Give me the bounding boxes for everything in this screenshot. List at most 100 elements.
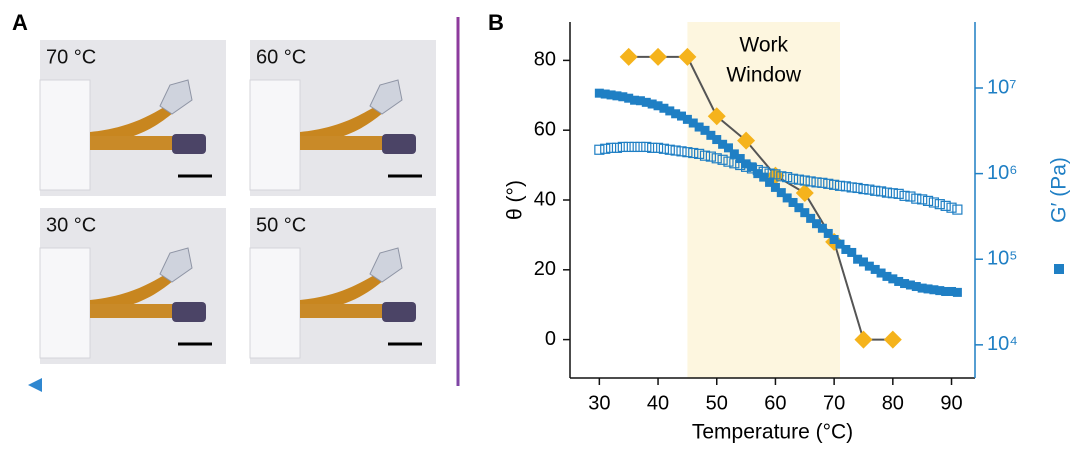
foil: [159, 79, 193, 115]
filled-square-marker: [823, 228, 833, 238]
film-strip: [90, 273, 174, 314]
filled-square-marker: [747, 162, 757, 172]
open-square-marker: [905, 191, 916, 202]
filled-square-marker: [853, 254, 863, 264]
open-square-marker: [735, 159, 746, 171]
filled-square-marker: [900, 279, 910, 289]
filled-square-marker: [806, 213, 816, 223]
open-square-marker: [729, 158, 740, 169]
open-square-marker: [717, 154, 728, 165]
chart: B Work Window 30 40 50 60 70 80 90 0 20 40 60 80 10⁴ 10⁵…: [488, 10, 1071, 444]
filled-square-marker: [688, 118, 698, 128]
open-square-marker: [811, 177, 822, 188]
open-square-marker: [611, 142, 623, 153]
x-tick-label: 30: [588, 392, 610, 414]
x-tick-label: 70: [823, 392, 845, 414]
filled-square-marker: [929, 285, 939, 295]
panel-label: A: [12, 10, 28, 35]
open-square-marker: [928, 197, 940, 208]
open-square-marker: [776, 171, 787, 182]
y-tick-label: 40: [534, 188, 556, 210]
filled-square-marker: [858, 257, 868, 267]
filled-square-marker: [935, 286, 945, 296]
open-square-marker: [899, 190, 910, 201]
open-square-marker: [758, 166, 769, 177]
filled-square-marker: [882, 271, 892, 281]
open-square-marker: [799, 175, 810, 186]
open-square-marker: [770, 169, 781, 180]
open-square-marker: [605, 142, 617, 153]
diamond-marker: [649, 47, 668, 66]
y-tick-label: 60: [534, 118, 556, 140]
film-strip: [300, 105, 384, 146]
filled-square-marker: [723, 143, 733, 153]
filled-square-marker: [759, 172, 769, 182]
film-base: [300, 136, 400, 150]
open-square-marker: [875, 186, 887, 197]
y-tick-label: 0: [545, 328, 556, 350]
open-square-marker: [694, 148, 705, 159]
film-strip: [300, 273, 384, 314]
filled-square-marker: [641, 97, 651, 107]
filled-square-marker: [647, 99, 657, 109]
y-axis-title: θ (°): [504, 180, 527, 220]
y2-tick-label: 10⁴: [987, 333, 1018, 355]
filled-square-marker: [600, 89, 610, 99]
open-square-marker: [629, 141, 640, 153]
open-square-marker: [952, 204, 963, 215]
filled-square-marker: [753, 169, 763, 179]
open-square-marker: [711, 153, 722, 164]
y2-legend-marker: [1054, 264, 1064, 274]
filled-square-marker: [694, 122, 704, 132]
glass-block: [39, 247, 91, 359]
open-square-marker: [829, 179, 840, 190]
open-square-marker: [676, 146, 687, 157]
open-square-marker: [652, 142, 664, 153]
filled-square-marker: [952, 287, 962, 297]
open-square-marker: [793, 174, 805, 185]
filled-square-marker: [677, 111, 687, 121]
work-window-label: Window: [726, 64, 802, 87]
open-square-marker: [623, 141, 634, 153]
filled-square-marker: [817, 223, 827, 233]
open-square-marker: [940, 200, 951, 211]
photo: 30 °C: [39, 208, 226, 364]
y-tick-label: 20: [534, 258, 556, 280]
open-square-marker: [846, 182, 857, 193]
open-square-marker: [834, 180, 846, 191]
open-square-marker: [870, 185, 881, 196]
film-end: [382, 302, 416, 322]
x-tick-label: 90: [940, 392, 962, 414]
open-square-marker: [658, 143, 670, 154]
open-square-marker: [852, 182, 863, 194]
filled-square-marker: [911, 282, 921, 292]
diamond-marker: [854, 330, 873, 349]
diamond-marker: [883, 330, 902, 349]
filled-square-marker: [671, 109, 681, 119]
filled-square-marker: [682, 114, 692, 124]
open-square-marker: [670, 145, 681, 156]
open-square-marker: [647, 142, 658, 153]
foil: [159, 247, 193, 283]
filled-square-marker: [776, 188, 786, 198]
filled-square-marker: [618, 92, 628, 102]
diamond-marker: [619, 47, 638, 66]
open-square-marker: [617, 141, 628, 153]
x-tick-label: 50: [706, 392, 728, 414]
filled-square-marker: [653, 101, 663, 111]
filled-square-marker: [700, 125, 710, 135]
open-square-marker: [782, 172, 793, 183]
diamond-marker: [707, 107, 726, 126]
filled-square-marker: [864, 261, 874, 271]
filled-square-marker: [706, 130, 716, 140]
filled-square-marker: [665, 106, 675, 116]
open-square-marker: [705, 151, 716, 162]
diamond-marker: [795, 184, 814, 203]
foil: [369, 79, 403, 115]
film-base: [90, 304, 190, 318]
filled-square-marker: [829, 235, 839, 245]
y2-axis-title: G′ (Pa): [1048, 157, 1071, 223]
glass-block: [249, 247, 301, 359]
filled-square-marker: [841, 244, 851, 254]
